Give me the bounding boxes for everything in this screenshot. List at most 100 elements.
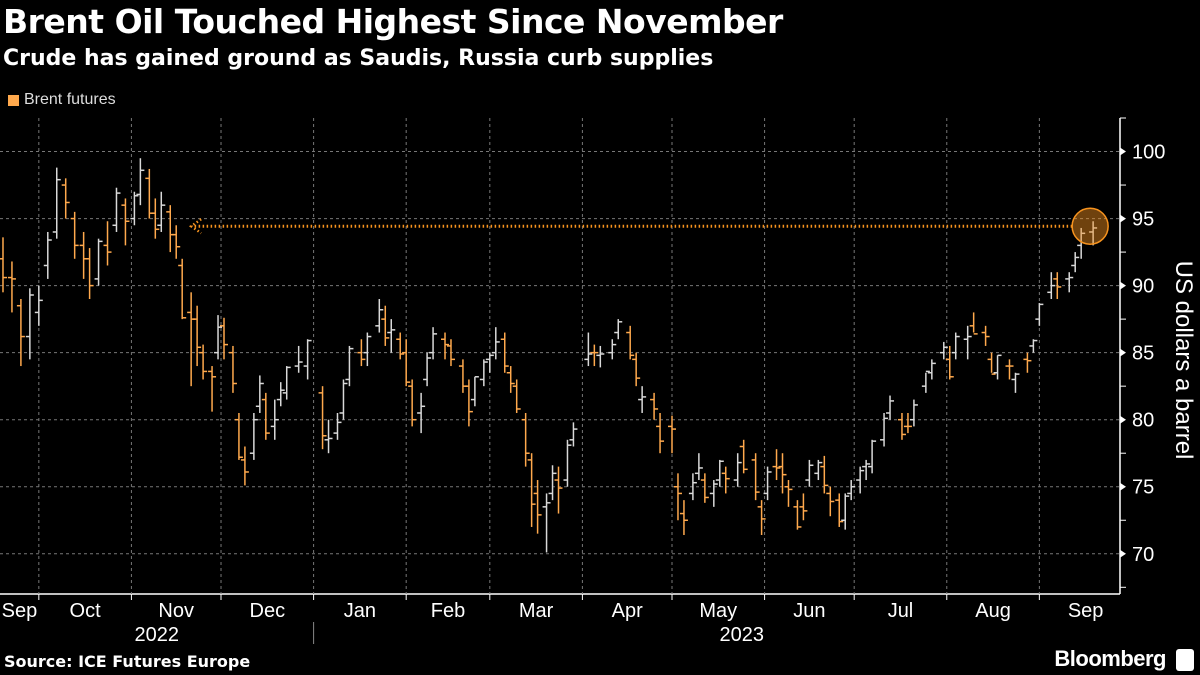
ohlc-bar xyxy=(193,305,202,367)
bloomberg-logo: Bloomberg xyxy=(1054,646,1166,671)
x-tick-label: Dec xyxy=(250,600,286,622)
ohlc-bar xyxy=(1053,272,1062,300)
ohlc-bar xyxy=(208,366,217,412)
ohlc-bar xyxy=(363,332,372,367)
ohlc-bar xyxy=(993,354,1002,380)
ohlc-bar xyxy=(700,473,709,503)
ohlc-bar xyxy=(485,352,494,373)
ohlc-bar xyxy=(151,198,160,239)
ohlc-bar xyxy=(255,375,264,413)
ohlc-bar xyxy=(814,459,823,481)
ohlc-bar xyxy=(521,412,530,467)
ohlc-bar xyxy=(1029,339,1038,353)
ohlc-bar xyxy=(1023,352,1032,373)
ohlc-bar xyxy=(136,158,145,206)
ohlc-bar xyxy=(464,379,473,427)
ohlc-bar xyxy=(841,493,850,530)
ohlc-bar xyxy=(527,453,536,527)
ohlc-bar xyxy=(199,344,208,380)
ohlc-bar xyxy=(921,370,930,393)
ohlc-bar xyxy=(656,412,665,454)
ohlc-bar xyxy=(590,344,599,367)
ohlc-bar xyxy=(596,345,605,368)
ohlc-bar xyxy=(563,439,572,487)
ohlc-bar xyxy=(7,261,16,313)
ohlc-bar xyxy=(43,231,52,279)
ohlc-bar xyxy=(880,412,889,447)
ohlc-bar xyxy=(145,168,154,219)
ohlc-bar xyxy=(187,292,196,387)
ohlc-bar xyxy=(79,231,88,279)
y-tick-label: 100 xyxy=(1132,142,1165,164)
ohlc-bar xyxy=(939,341,948,360)
ohlc-bar xyxy=(897,412,906,440)
ohlc-bar xyxy=(673,473,682,521)
ohlc-bar xyxy=(608,339,617,360)
x-tick-label: Oct xyxy=(70,600,102,622)
x-tick-label: Nov xyxy=(158,600,194,622)
ohlc-bar xyxy=(688,473,697,501)
ohlc-bar xyxy=(969,312,978,335)
ohlc-bar xyxy=(757,500,766,536)
y-tick-mark xyxy=(1120,348,1126,357)
legend: Brent futures xyxy=(8,91,116,109)
ohlc-bar xyxy=(157,191,166,232)
ohlc-bar xyxy=(172,225,181,259)
ohlc-bar xyxy=(166,205,175,253)
ohlc-bar xyxy=(614,319,623,340)
year-label: 2023 xyxy=(720,624,765,646)
x-tick-label: Sep xyxy=(1068,600,1104,622)
y-tick-label: 95 xyxy=(1132,209,1154,231)
ohlc-bar xyxy=(270,399,279,440)
ohlc-bar xyxy=(94,238,103,286)
ohlc-bar xyxy=(470,376,479,407)
ohlc-bar xyxy=(70,211,79,259)
y-tick-mark xyxy=(1120,281,1126,290)
ohlc-bar xyxy=(1071,252,1080,273)
ohlc-bar xyxy=(228,345,237,393)
ohlc-bar xyxy=(927,359,936,380)
ohlc-bar xyxy=(715,459,724,487)
x-tick-label: May xyxy=(699,600,737,622)
y-tick-mark xyxy=(1120,415,1126,424)
ohlc-bar xyxy=(1005,359,1014,380)
ohlc-bar xyxy=(835,493,844,527)
ohlc-bar xyxy=(491,327,500,360)
ohlc-bar xyxy=(721,466,730,494)
ohlc-bar xyxy=(638,386,647,413)
ohlc-bar xyxy=(458,359,467,393)
ohlc-bar xyxy=(793,500,802,530)
x-tick-label: Jun xyxy=(793,600,825,622)
ohlc-bar xyxy=(772,449,781,481)
ohlc-bar xyxy=(130,191,139,226)
ohlc-bar xyxy=(987,352,996,375)
ohlc-bar xyxy=(512,379,521,413)
ohlc-bar xyxy=(479,359,488,387)
x-tick-label: Jan xyxy=(344,600,376,622)
ohlc-bar xyxy=(951,332,960,360)
chart-title: Brent Oil Touched Highest Since November xyxy=(3,2,783,41)
ohlc-bar xyxy=(632,352,641,387)
ohlc-bar xyxy=(0,237,7,293)
ohlc-bar xyxy=(85,248,94,300)
ohlc-bar xyxy=(679,500,688,536)
ohlc-bar xyxy=(856,466,865,494)
y-tick-label: 70 xyxy=(1132,544,1154,566)
ohlc-bar xyxy=(396,332,405,360)
y-tick-mark xyxy=(1120,147,1126,156)
ohlc-bar xyxy=(417,392,426,434)
ohlc-bar xyxy=(799,493,808,521)
ohlc-bar xyxy=(1089,221,1098,246)
ohlc-bar xyxy=(52,167,61,239)
ohlc-bar xyxy=(626,325,635,360)
ohlc-bar xyxy=(34,285,43,326)
ohlc-bar xyxy=(554,466,563,514)
ohlc-bar xyxy=(694,453,703,481)
ohlc-bar xyxy=(903,412,912,434)
ohlc-bar xyxy=(820,455,829,494)
chart-subtitle: Crude has gained ground as Saudis, Russi… xyxy=(3,46,714,71)
ohlc-bar xyxy=(584,332,593,367)
ohlc-bar xyxy=(569,422,578,447)
ohlc-bar xyxy=(333,412,342,440)
